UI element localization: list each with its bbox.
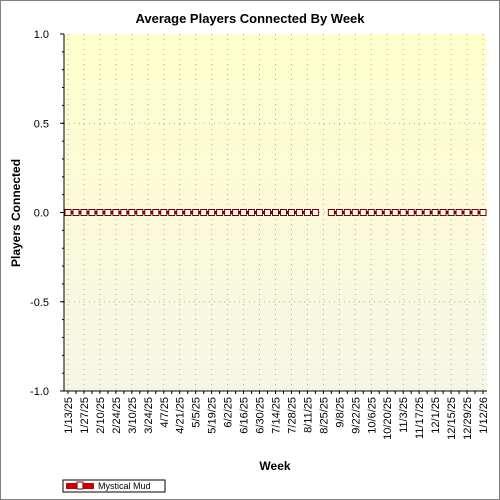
x-tick-label: 10/6/25 (366, 397, 378, 434)
data-point (256, 209, 264, 216)
data-point (72, 209, 80, 216)
x-tick-label: 7/28/25 (286, 397, 298, 434)
x-tick-layer: 1/13/25 1/27/25 2/10/25 2/24/25 3/10/25 3/24/… (63, 391, 490, 440)
data-point (120, 209, 128, 216)
x-tick-label: 1/27/25 (79, 397, 91, 434)
x-tick-label: 11/3/25 (398, 397, 410, 433)
data-point (224, 209, 232, 216)
x-tick-label: 12/29/25 (462, 397, 474, 440)
x-tick-label: 3/10/25 (127, 397, 139, 434)
x-tick-label: 6/2/25 (223, 397, 235, 428)
x-tick-label: 3/24/25 (143, 397, 155, 434)
x-tick-label: 12/15/25 (446, 397, 458, 440)
legend: Mystical Mud (62, 479, 166, 493)
x-tick-label: 12/1/25 (430, 397, 442, 434)
x-tick-label: 9/8/25 (334, 397, 346, 428)
x-tick-label: 11/17/25 (414, 397, 426, 439)
data-point (423, 209, 431, 216)
y-tick-label: 1.0 (34, 29, 49, 41)
x-tick-label: 9/22/25 (350, 397, 362, 434)
data-point (128, 209, 136, 216)
data-point (136, 209, 144, 216)
x-tick-label: 4/21/25 (175, 397, 187, 434)
data-point (311, 209, 319, 216)
data-point (415, 209, 423, 216)
x-tick-label: 2/10/25 (95, 397, 107, 434)
data-point (439, 209, 447, 216)
data-point (383, 209, 391, 216)
data-point (463, 209, 471, 216)
y-tick-layer: 1.0 0.5 0.0 -0.5 -1.0 (30, 29, 64, 398)
data-point (279, 209, 287, 216)
data-point (64, 209, 72, 216)
data-point (232, 209, 240, 216)
data-point (96, 209, 104, 216)
x-tick-label: 8/11/25 (302, 397, 314, 433)
y-tick-label: 0.0 (34, 208, 49, 220)
series-layer (64, 209, 487, 216)
data-point (343, 209, 351, 216)
x-tick-label: 1/12/26 (478, 397, 490, 434)
data-point (264, 209, 272, 216)
data-point (104, 209, 112, 216)
data-point (184, 209, 192, 216)
data-point (399, 209, 407, 216)
data-point (351, 209, 359, 216)
data-point (391, 209, 399, 216)
data-point (359, 209, 367, 216)
data-point (88, 209, 96, 216)
data-point (216, 209, 224, 216)
data-point (455, 209, 463, 216)
x-tick-label: 2/24/25 (111, 397, 123, 434)
data-point (240, 209, 248, 216)
x-tick-label: 7/14/25 (271, 397, 283, 434)
data-point (471, 209, 479, 216)
data-point (303, 209, 311, 216)
x-tick-label: 5/19/25 (207, 397, 219, 434)
data-point (447, 209, 455, 216)
data-point (152, 209, 160, 216)
data-point (112, 209, 120, 216)
data-point (407, 209, 415, 216)
x-tick-label: 6/16/25 (239, 397, 251, 434)
data-point (431, 209, 439, 216)
y-tick-label: -0.5 (30, 297, 49, 309)
data-point (192, 209, 200, 216)
x-tick-label: 1/13/25 (63, 397, 75, 434)
chart-title: Average Players Connected By Week (135, 11, 365, 26)
data-point (479, 209, 487, 216)
data-point (272, 209, 279, 216)
data-point (160, 209, 168, 216)
x-tick-label: 8/25/25 (318, 397, 330, 434)
data-point (375, 209, 383, 216)
data-point (144, 209, 152, 216)
data-point (200, 209, 208, 216)
y-axis-title: Players Connected (9, 159, 23, 267)
data-point (295, 209, 303, 216)
legend-marker-icon (76, 481, 84, 490)
x-tick-label: 4/7/25 (159, 397, 171, 428)
y-tick-label: 0.5 (34, 118, 49, 130)
data-point (80, 209, 88, 216)
data-point (335, 209, 343, 216)
x-tick-label: 10/20/25 (382, 397, 394, 440)
x-tick-label: 6/30/25 (255, 397, 267, 434)
legend-label: Mystical Mud (98, 481, 151, 491)
data-point (248, 209, 256, 216)
data-point (168, 209, 176, 216)
data-point (208, 209, 216, 216)
data-point (176, 209, 184, 216)
y-tick-label: -1.0 (30, 386, 49, 398)
data-point (327, 209, 335, 216)
x-axis-title: Week (259, 459, 290, 473)
data-point (367, 209, 375, 216)
data-point (287, 209, 295, 216)
x-tick-label: 5/5/25 (191, 397, 203, 428)
